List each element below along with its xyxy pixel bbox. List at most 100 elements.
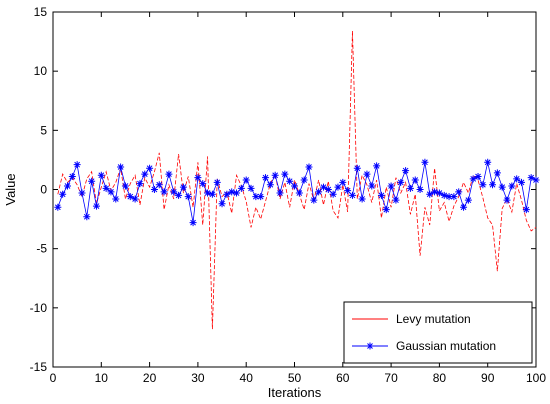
data-point xyxy=(426,190,434,198)
data-point xyxy=(286,177,294,185)
data-point xyxy=(237,184,245,192)
data-point xyxy=(522,206,530,214)
data-point xyxy=(199,180,207,188)
y-tick-label: -5 xyxy=(36,242,47,256)
x-tick-label: 0 xyxy=(50,371,57,385)
data-point xyxy=(54,203,62,211)
data-point xyxy=(440,191,448,199)
data-point xyxy=(165,170,173,178)
data-point xyxy=(83,213,91,221)
data-point xyxy=(392,196,400,204)
data-point xyxy=(218,200,226,208)
data-point xyxy=(464,196,472,204)
data-point xyxy=(117,163,125,171)
x-tick-label: 70 xyxy=(384,371,398,385)
data-point xyxy=(402,167,410,175)
data-point xyxy=(131,195,139,203)
data-point xyxy=(141,170,149,178)
data-point xyxy=(411,176,419,184)
data-point xyxy=(150,186,158,193)
data-point xyxy=(233,189,241,197)
x-tick-label: 60 xyxy=(336,371,350,385)
data-point xyxy=(334,183,342,191)
data-point xyxy=(266,181,274,189)
data-point xyxy=(348,191,356,199)
data-point xyxy=(281,170,289,178)
data-point xyxy=(397,178,405,186)
data-point xyxy=(73,161,81,169)
x-tick-label: 80 xyxy=(433,371,447,385)
y-axis-label: Value xyxy=(3,173,18,205)
data-point xyxy=(68,172,76,180)
x-tick-label: 10 xyxy=(95,371,109,385)
data-point xyxy=(358,195,366,203)
data-point xyxy=(455,188,463,196)
data-point xyxy=(155,181,163,189)
data-point xyxy=(107,188,115,196)
data-point xyxy=(262,174,270,182)
data-point xyxy=(146,164,154,172)
data-point xyxy=(319,183,327,191)
x-tick-label: 90 xyxy=(481,371,495,385)
x-axis-label: Iterations xyxy=(268,385,322,400)
data-point xyxy=(518,178,526,186)
data-point xyxy=(498,183,506,191)
data-point xyxy=(300,176,308,184)
legend-marker-gaussian xyxy=(366,342,374,350)
data-point xyxy=(160,188,168,196)
data-point xyxy=(310,196,318,204)
data-point xyxy=(435,189,443,197)
y-tick-label: 0 xyxy=(40,183,47,197)
data-point xyxy=(112,195,120,203)
data-point xyxy=(406,184,414,192)
data-point xyxy=(291,182,298,190)
legend-box xyxy=(343,301,533,364)
x-tick-label: 40 xyxy=(240,371,254,385)
data-point xyxy=(228,188,236,196)
data-point xyxy=(78,189,86,197)
data-point xyxy=(377,191,385,199)
data-point xyxy=(450,193,458,201)
data-point xyxy=(184,193,192,201)
data-point xyxy=(276,189,284,197)
data-point xyxy=(194,174,202,182)
data-point xyxy=(339,178,347,186)
data-point xyxy=(295,189,303,197)
y-tick-label: -10 xyxy=(30,301,48,315)
data-point xyxy=(479,181,487,189)
data-point xyxy=(213,178,221,186)
data-point xyxy=(102,184,110,192)
y-tick-label: 15 xyxy=(34,5,48,19)
data-point xyxy=(271,171,279,179)
x-tick-label: 20 xyxy=(143,371,157,385)
data-point xyxy=(373,162,381,170)
data-point xyxy=(59,190,67,198)
data-point xyxy=(63,182,71,190)
data-point xyxy=(368,182,376,190)
data-point xyxy=(469,175,477,183)
data-point xyxy=(508,182,516,190)
data-point xyxy=(474,172,482,180)
legend: Levy mutation Gaussian mutation xyxy=(343,301,533,364)
data-point xyxy=(493,169,501,177)
data-point xyxy=(189,219,197,227)
data-point xyxy=(121,182,129,190)
data-point xyxy=(136,180,144,188)
data-point xyxy=(92,202,100,210)
series-gaussian-mutation xyxy=(54,158,540,227)
data-point xyxy=(431,188,439,196)
y-tick-label: 10 xyxy=(34,64,48,78)
data-point xyxy=(353,164,361,172)
data-point xyxy=(242,176,250,184)
data-point xyxy=(329,190,337,198)
axis-ticks: 0 10 20 30 40 50 60 70 80 90 100 -15 -10 -5 0 5 10 15 xyxy=(30,5,547,385)
data-point xyxy=(421,158,429,166)
legend-label-levy: Levy mutation xyxy=(396,312,471,326)
data-point xyxy=(223,190,231,198)
data-point xyxy=(484,158,492,166)
data-point xyxy=(208,190,216,198)
data-point xyxy=(88,177,96,185)
data-point xyxy=(503,196,511,204)
legend-label-gaussian: Gaussian mutation xyxy=(396,339,496,353)
data-point xyxy=(252,193,260,201)
